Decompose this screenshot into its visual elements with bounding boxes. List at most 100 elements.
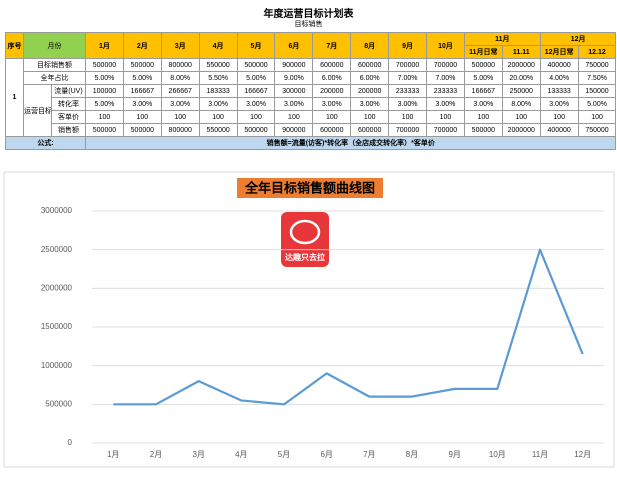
month-header: 10月 (426, 32, 465, 59)
value-cell: 250000 (501, 84, 541, 98)
value-cell: 166667 (122, 84, 162, 98)
y-tick-label: 500000 (45, 399, 72, 408)
value-cell: 500000 (463, 58, 503, 72)
value-cell: 5.00% (85, 71, 124, 85)
value-cell: 100 (388, 110, 428, 124)
y-tick-label: 1000000 (41, 361, 73, 370)
x-tick-label: 8月 (406, 450, 418, 459)
logo-text: 达趣只去拉 (285, 252, 325, 262)
plan-table: 序号 月份 1月 2月 3月 4月 5月 6月 7月 8月 9月 10月 11月 12月 11月日常 11.1… (5, 32, 617, 150)
month-header: 12月 (539, 32, 617, 46)
row-label: 目标销售额 (23, 58, 86, 72)
y-tick-label: 2000000 (41, 283, 73, 292)
value-cell: 20.00% (501, 71, 541, 85)
value-cell: 3.00% (426, 97, 465, 111)
sub-month-header: 11.11 (501, 45, 541, 59)
value-cell: 600000 (350, 58, 390, 72)
table-row: 转化率 5.00% 3.00% 3.00% 3.00% 3.00% 3.00% 3.00% 3.… (6, 97, 617, 111)
x-tick-label: 6月 (320, 450, 332, 459)
value-cell: 900000 (274, 123, 314, 137)
value-cell: 3.00% (236, 97, 276, 111)
x-tick-label: 5月 (278, 450, 290, 459)
value-cell: 166667 (236, 84, 276, 98)
value-cell: 100 (85, 110, 124, 124)
logo-icon (289, 219, 321, 245)
value-cell: 100 (122, 110, 162, 124)
value-cell: 2000000 (501, 123, 541, 137)
x-tick-label: 7月 (363, 450, 375, 459)
value-cell: 600000 (312, 58, 352, 72)
value-cell: 500000 (85, 123, 124, 137)
value-cell: 100 (539, 110, 579, 124)
value-cell: 3.00% (122, 97, 162, 111)
value-cell: 600000 (312, 123, 352, 137)
value-cell: 400000 (539, 123, 579, 137)
value-cell: 500000 (236, 58, 276, 72)
value-cell: 100000 (85, 84, 124, 98)
value-cell: 200000 (312, 84, 352, 98)
sub-month-header: 12.12 (577, 45, 617, 59)
value-cell: 900000 (274, 58, 314, 72)
sheet-title: 年度运营目标计划表 (263, 9, 354, 20)
value-cell: 7.00% (388, 71, 428, 85)
value-cell: 100 (501, 110, 541, 124)
value-cell: 100 (198, 110, 238, 124)
value-cell: 750000 (577, 123, 617, 137)
x-tick-label: 9月 (448, 450, 460, 459)
month-header: 4月 (198, 32, 238, 59)
value-cell: 500000 (463, 123, 503, 137)
value-cell: 3.00% (312, 97, 352, 111)
value-cell: 266667 (160, 84, 200, 98)
value-cell: 100 (426, 110, 465, 124)
value-cell: 5.00% (236, 71, 276, 85)
value-cell: 7.50% (577, 71, 617, 85)
y-tick-label: 2500000 (41, 245, 73, 254)
value-cell: 5.00% (463, 71, 503, 85)
value-cell: 3.00% (539, 97, 579, 111)
value-cell: 550000 (198, 58, 238, 72)
row-label: 转化率 (51, 97, 86, 111)
header-cell: 序号 (5, 32, 24, 59)
value-cell: 500000 (85, 58, 124, 72)
value-cell: 9.00% (274, 71, 314, 85)
y-tick-label: 3000000 (41, 206, 73, 215)
value-cell: 3.00% (274, 97, 314, 111)
value-cell: 166667 (463, 84, 503, 98)
value-cell: 100 (577, 110, 617, 124)
value-cell: 4.00% (539, 71, 579, 85)
sub-month-header: 11月日常 (463, 45, 503, 59)
value-cell: 5.50% (198, 71, 238, 85)
header-cell: 月份 (23, 32, 86, 59)
value-cell: 100 (312, 110, 352, 124)
value-cell: 3.00% (350, 97, 390, 111)
value-cell: 100 (350, 110, 390, 124)
month-header: 2月 (122, 32, 162, 59)
value-cell: 3.00% (198, 97, 238, 111)
value-cell: 700000 (388, 123, 428, 137)
formula-label: 公式: (5, 136, 86, 150)
sheet-subtitle: 目标销售 (294, 21, 323, 28)
row-label: 流量(UV) (51, 84, 86, 98)
value-cell: 5.00% (122, 71, 162, 85)
chart-title-box (237, 178, 383, 198)
table-row: 1 目标销售额 500000 500000 800000 550000 500000 9000… (5, 58, 617, 137)
value-cell: 8.00% (160, 71, 200, 85)
x-tick-label: 11月 (532, 450, 548, 459)
x-tick-label: 2月 (150, 450, 162, 459)
value-cell: 300000 (274, 84, 314, 98)
value-cell: 800000 (160, 123, 200, 137)
month-header: 6月 (274, 32, 314, 59)
value-cell: 600000 (350, 123, 390, 137)
value-cell: 100 (274, 110, 314, 124)
value-cell: 800000 (160, 58, 200, 72)
formula: 销售额=流量(访客)*转化率（全店成交转化率）*客单价 (84, 136, 617, 150)
row-label: 客单价 (51, 110, 86, 124)
row-label: 全年占比 (23, 71, 86, 85)
value-cell: 8.00% (501, 97, 541, 111)
chart-title: 全年目标销售额曲线图 (244, 180, 375, 195)
table-row: 全年占比 5.00% 5.00% 8.00% 5.50% 5.00% 9.00% 6.00% 6… (6, 71, 617, 85)
value-cell: 133333 (539, 84, 579, 98)
month-header: 3月 (160, 32, 200, 59)
value-cell: 500000 (122, 123, 162, 137)
